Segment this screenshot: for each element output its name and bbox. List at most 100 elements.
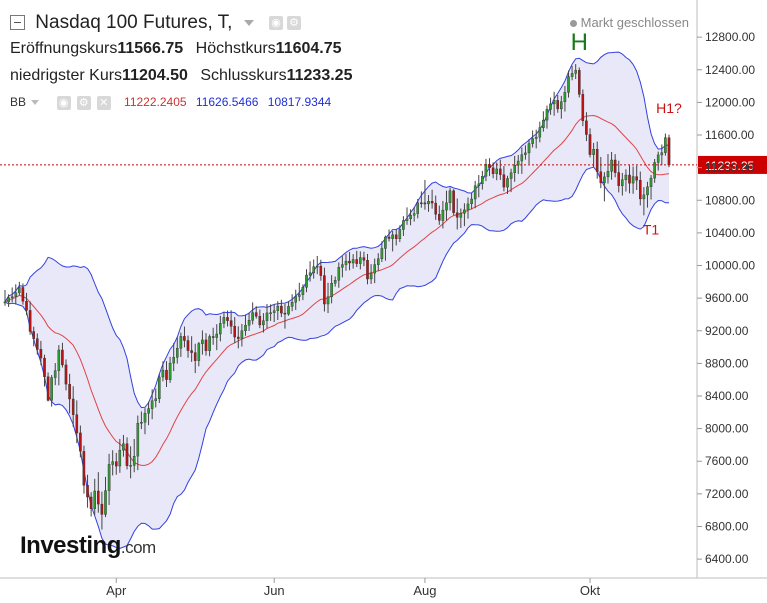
candle-body	[402, 220, 405, 230]
gear-icon[interactable]: ⚙	[76, 95, 91, 110]
candle-body	[190, 350, 193, 353]
candle-body	[463, 209, 466, 214]
low-label: niedrigster Kurs	[10, 67, 123, 84]
candle-body	[150, 400, 154, 409]
candle-body	[578, 70, 581, 95]
candle-body	[660, 152, 664, 156]
y-tick-label: 9200.00	[705, 324, 749, 338]
candle-body	[197, 343, 201, 361]
candle-body	[43, 357, 46, 378]
candle-body	[527, 143, 531, 154]
candle-body	[606, 171, 610, 178]
close-icon[interactable]: ✕	[96, 95, 111, 110]
candle-body	[10, 296, 14, 299]
candle-body	[129, 465, 132, 467]
candle-body	[387, 236, 391, 239]
candle-body	[391, 234, 394, 239]
candle-body	[394, 234, 398, 240]
candle-body	[445, 202, 448, 211]
candle-body	[118, 450, 122, 467]
eye-icon[interactable]: ◉	[56, 95, 71, 110]
candle-body	[409, 214, 412, 219]
candle-body	[294, 296, 298, 303]
y-tick-label: 8000.00	[705, 422, 749, 436]
candle-body	[595, 148, 599, 172]
candle-body	[179, 336, 183, 349]
candle-body	[617, 172, 620, 186]
candle-body	[509, 172, 513, 179]
candle-body	[276, 305, 280, 311]
chevron-down-icon[interactable]	[31, 100, 40, 106]
candle-body	[642, 194, 646, 200]
status-dot-icon	[569, 20, 577, 28]
y-tick-label: 11600.00	[705, 128, 754, 142]
candle-body	[524, 152, 527, 155]
candle-body	[315, 265, 319, 268]
chevron-down-icon[interactable]	[243, 19, 254, 26]
bb-lower-value: 10817.9344	[267, 95, 332, 109]
y-tick-label: 9600.00	[705, 291, 749, 305]
candle-body	[434, 202, 438, 215]
ohlc-row-2: niedrigster Kurs11204.50 Schlusskurs1123…	[10, 67, 360, 85]
candle-body	[14, 292, 18, 297]
candle-body	[563, 92, 567, 102]
candle-body	[175, 348, 179, 358]
candle-body	[96, 490, 100, 505]
candle-body	[542, 119, 545, 128]
candle-body	[341, 264, 344, 268]
candle-body	[534, 136, 538, 139]
candle-body	[64, 364, 68, 385]
open-label: Eröffnungskurs	[10, 40, 118, 57]
candle-body	[272, 310, 276, 313]
annotation-label: T1	[643, 221, 660, 237]
candle-body	[333, 280, 337, 284]
candle-body	[359, 257, 362, 264]
candle-body	[161, 369, 165, 378]
candle-body	[344, 260, 348, 265]
candle-body	[140, 422, 143, 424]
candle-body	[592, 148, 595, 155]
candle-body	[25, 301, 28, 311]
candle-body	[100, 503, 104, 515]
candle-body	[114, 461, 118, 467]
candle-body	[312, 266, 316, 274]
candle-body	[7, 297, 10, 303]
candle-body	[552, 100, 556, 105]
candle-body	[639, 179, 642, 200]
candle-body	[143, 413, 147, 423]
candle-body	[215, 333, 219, 338]
candle-body	[628, 174, 631, 184]
candle-body	[513, 164, 516, 173]
x-tick-label: Apr	[106, 583, 127, 598]
x-tick-label: Aug	[413, 583, 436, 598]
indicator-row: BB ◉ ⚙ ✕ 11222.2405 11626.5466 10817.9344	[10, 95, 337, 110]
candle-body	[373, 264, 377, 274]
candle-body	[470, 198, 473, 205]
candle-body	[326, 296, 330, 305]
candle-body	[82, 451, 86, 486]
candle-body	[412, 213, 416, 216]
candle-body	[423, 202, 427, 205]
candle-body	[520, 154, 524, 162]
candle-body	[656, 154, 660, 163]
candle-body	[172, 357, 176, 364]
gear-icon[interactable]: ⚙	[287, 15, 301, 30]
candle-body	[610, 159, 613, 172]
candle-body	[222, 317, 226, 324]
close-label: Schlusskurs	[200, 67, 287, 84]
candle-body	[452, 190, 455, 213]
candle-body	[570, 73, 574, 77]
candle-body	[362, 257, 366, 261]
eye-icon[interactable]: ◉	[269, 15, 283, 30]
x-tick-label: Jun	[264, 583, 285, 598]
collapse-icon[interactable]	[10, 15, 25, 31]
candle-body	[653, 162, 656, 179]
candle-body	[337, 267, 341, 281]
candle-body	[495, 168, 499, 174]
low-value: 11204.50	[122, 67, 188, 84]
candle-body	[481, 176, 484, 185]
close-value: 11233.25	[286, 67, 353, 84]
candle-body	[229, 320, 233, 327]
